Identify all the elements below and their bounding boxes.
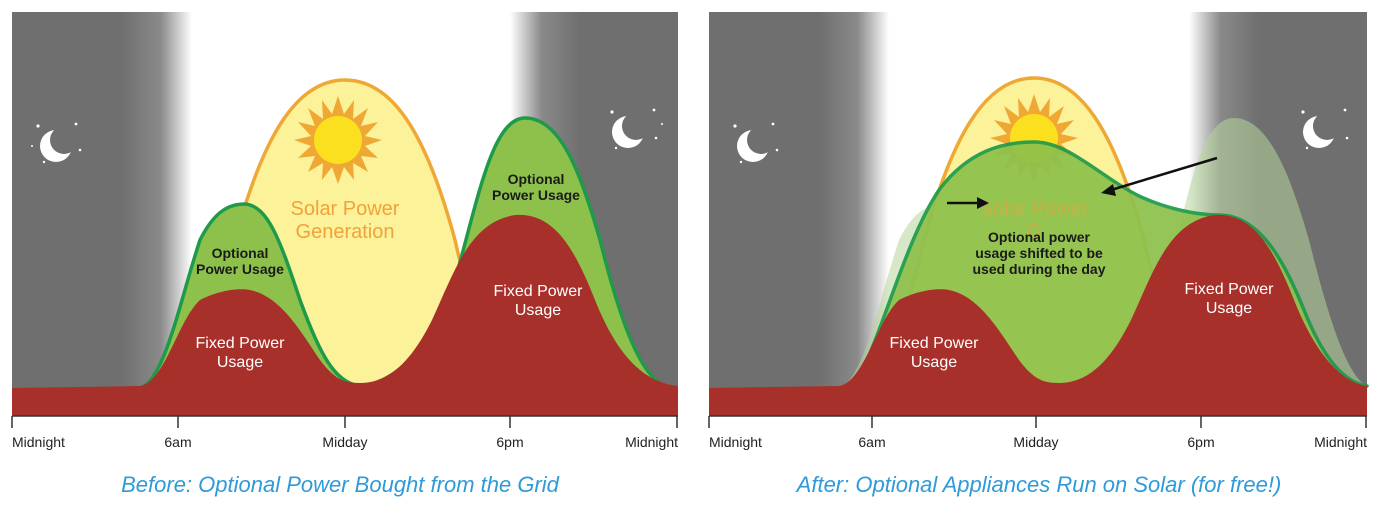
fixed-evening-label-line2: Usage [1206,300,1252,317]
after-diagram: Solar Power G Optional power usage shift… [699,0,1378,511]
fixed-evening-label-line1: Fixed Power [1185,281,1275,298]
sun-icon [294,96,382,184]
night-background-morning [709,12,819,388]
before-caption: Before: Optional Power Bought from the G… [121,472,559,497]
fixed-morning-label-line1: Fixed Power [196,335,286,352]
optional-morning-label-line2: Power Usage [196,261,284,277]
crescent-moon-icon [733,122,779,164]
shift-arrow-left [947,197,989,209]
crescent-moon-icon [610,108,663,150]
time-axis: Midnight 6am Midday 6pm Midnight [708,415,1367,450]
crescent-moon-icon [1301,108,1349,150]
after-chart: Solar Power G Optional power usage shift… [708,12,1369,450]
tick-label: Midday [322,434,367,450]
before-diagram: Solar Power Generation Optional Power Us… [0,0,680,511]
fixed-usage-area [12,214,678,416]
annotation-line1: Optional power [988,229,1090,245]
tick-label: 6pm [1187,434,1214,450]
annotation-line2: usage shifted to be [975,245,1103,261]
shift-arrow-right [1101,156,1218,196]
tick-label: 6am [164,434,191,450]
solar-label-line1: Solar Power [291,198,400,220]
solar-label-line2: G [1026,221,1042,243]
tick-label: Midnight [12,434,65,450]
crescent-moon-icon [31,122,82,164]
fixed-evening-label-line1: Fixed Power [494,283,584,300]
tick-label: Midnight [709,434,762,450]
time-axis: Midnight 6am Midday 6pm Midnight [11,415,678,450]
fixed-morning-label-line2: Usage [911,354,957,371]
solar-label-line2: Generation [296,221,395,243]
optional-evening-label-line1: Optional [508,171,565,187]
night-background-morning [12,12,122,388]
annotation-line3: used during the day [972,261,1105,277]
optional-evening-label-line2: Power Usage [492,187,580,203]
tick-label: Midnight [1314,434,1367,450]
fixed-morning-label-line1: Fixed Power [890,335,980,352]
optional-morning-label-line1: Optional [212,245,269,261]
tick-label: Midnight [625,434,678,450]
fixed-usage-area [709,214,1367,416]
after-caption: After: Optional Appliances Run on Solar … [796,472,1282,497]
tick-label: Midday [1013,434,1058,450]
solar-label-line1: Solar Power [980,198,1089,220]
before-chart: Solar Power Generation Optional Power Us… [11,12,678,450]
fixed-evening-label-line2: Usage [515,302,561,319]
tick-label: 6pm [496,434,523,450]
fixed-morning-label-line2: Usage [217,354,263,371]
tick-label: 6am [858,434,885,450]
